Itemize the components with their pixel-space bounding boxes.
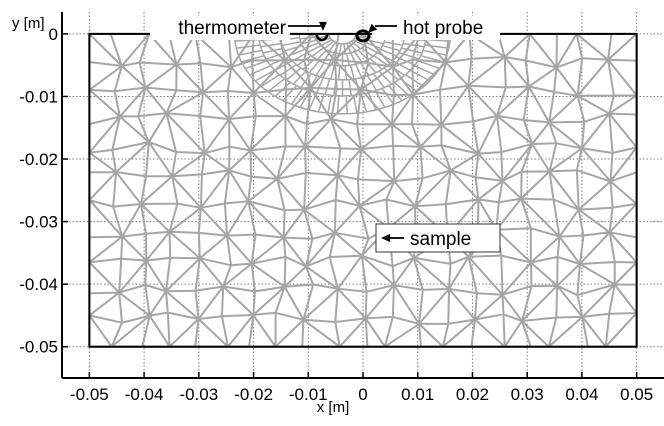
x-tick-label: 0.04 xyxy=(565,385,598,404)
hot-probe-marker xyxy=(355,29,371,43)
y-tick-label: -0.04 xyxy=(19,275,58,294)
hot-probe-arrowhead xyxy=(368,23,378,33)
x-tick-label: -0.01 xyxy=(289,385,328,404)
x-axis-title: x [m] xyxy=(317,399,350,416)
tick-labels: -0.05 -0.04 -0.03 -0.02 -0.01 0 0.01 0.02 0.03 0.… xyxy=(19,25,653,404)
annotations: thermometer hot probe sample xyxy=(150,16,501,253)
y-tick-label: -0.03 xyxy=(19,213,58,232)
sample-domain-border xyxy=(88,32,638,348)
x-tick-label: -0.03 xyxy=(179,385,218,404)
x-tick-label: 0.01 xyxy=(401,385,434,404)
x-tick-label: -0.04 xyxy=(125,385,164,404)
x-tick-label: 0.02 xyxy=(456,385,489,404)
x-tick-label: -0.05 xyxy=(70,385,109,404)
y-tick-label: -0.05 xyxy=(19,338,58,357)
y-axis-title: y [m] xyxy=(12,15,45,32)
x-tick-label: 0.05 xyxy=(620,385,653,404)
x-tick-label: 0.03 xyxy=(511,385,544,404)
thermometer-arrow xyxy=(288,23,324,27)
thermometer-marker xyxy=(315,34,329,42)
sample-arrowhead xyxy=(381,234,390,242)
hot-probe-label: hot probe xyxy=(403,18,483,39)
thermometer-label: thermometer xyxy=(178,18,286,39)
x-tick-label: -0.02 xyxy=(234,385,273,404)
sample-label: sample xyxy=(410,229,471,250)
y-tick-label: -0.01 xyxy=(19,87,58,106)
tick-marks xyxy=(62,33,638,378)
y-tick-label: -0.02 xyxy=(19,150,58,169)
x-tick-label: 0 xyxy=(358,385,367,404)
thermometer-arrowhead xyxy=(318,21,327,31)
y-tick-label: 0 xyxy=(49,25,58,44)
probes xyxy=(315,29,371,43)
thermometer-label-background xyxy=(150,16,290,40)
hot-probe-label-background xyxy=(372,16,500,40)
